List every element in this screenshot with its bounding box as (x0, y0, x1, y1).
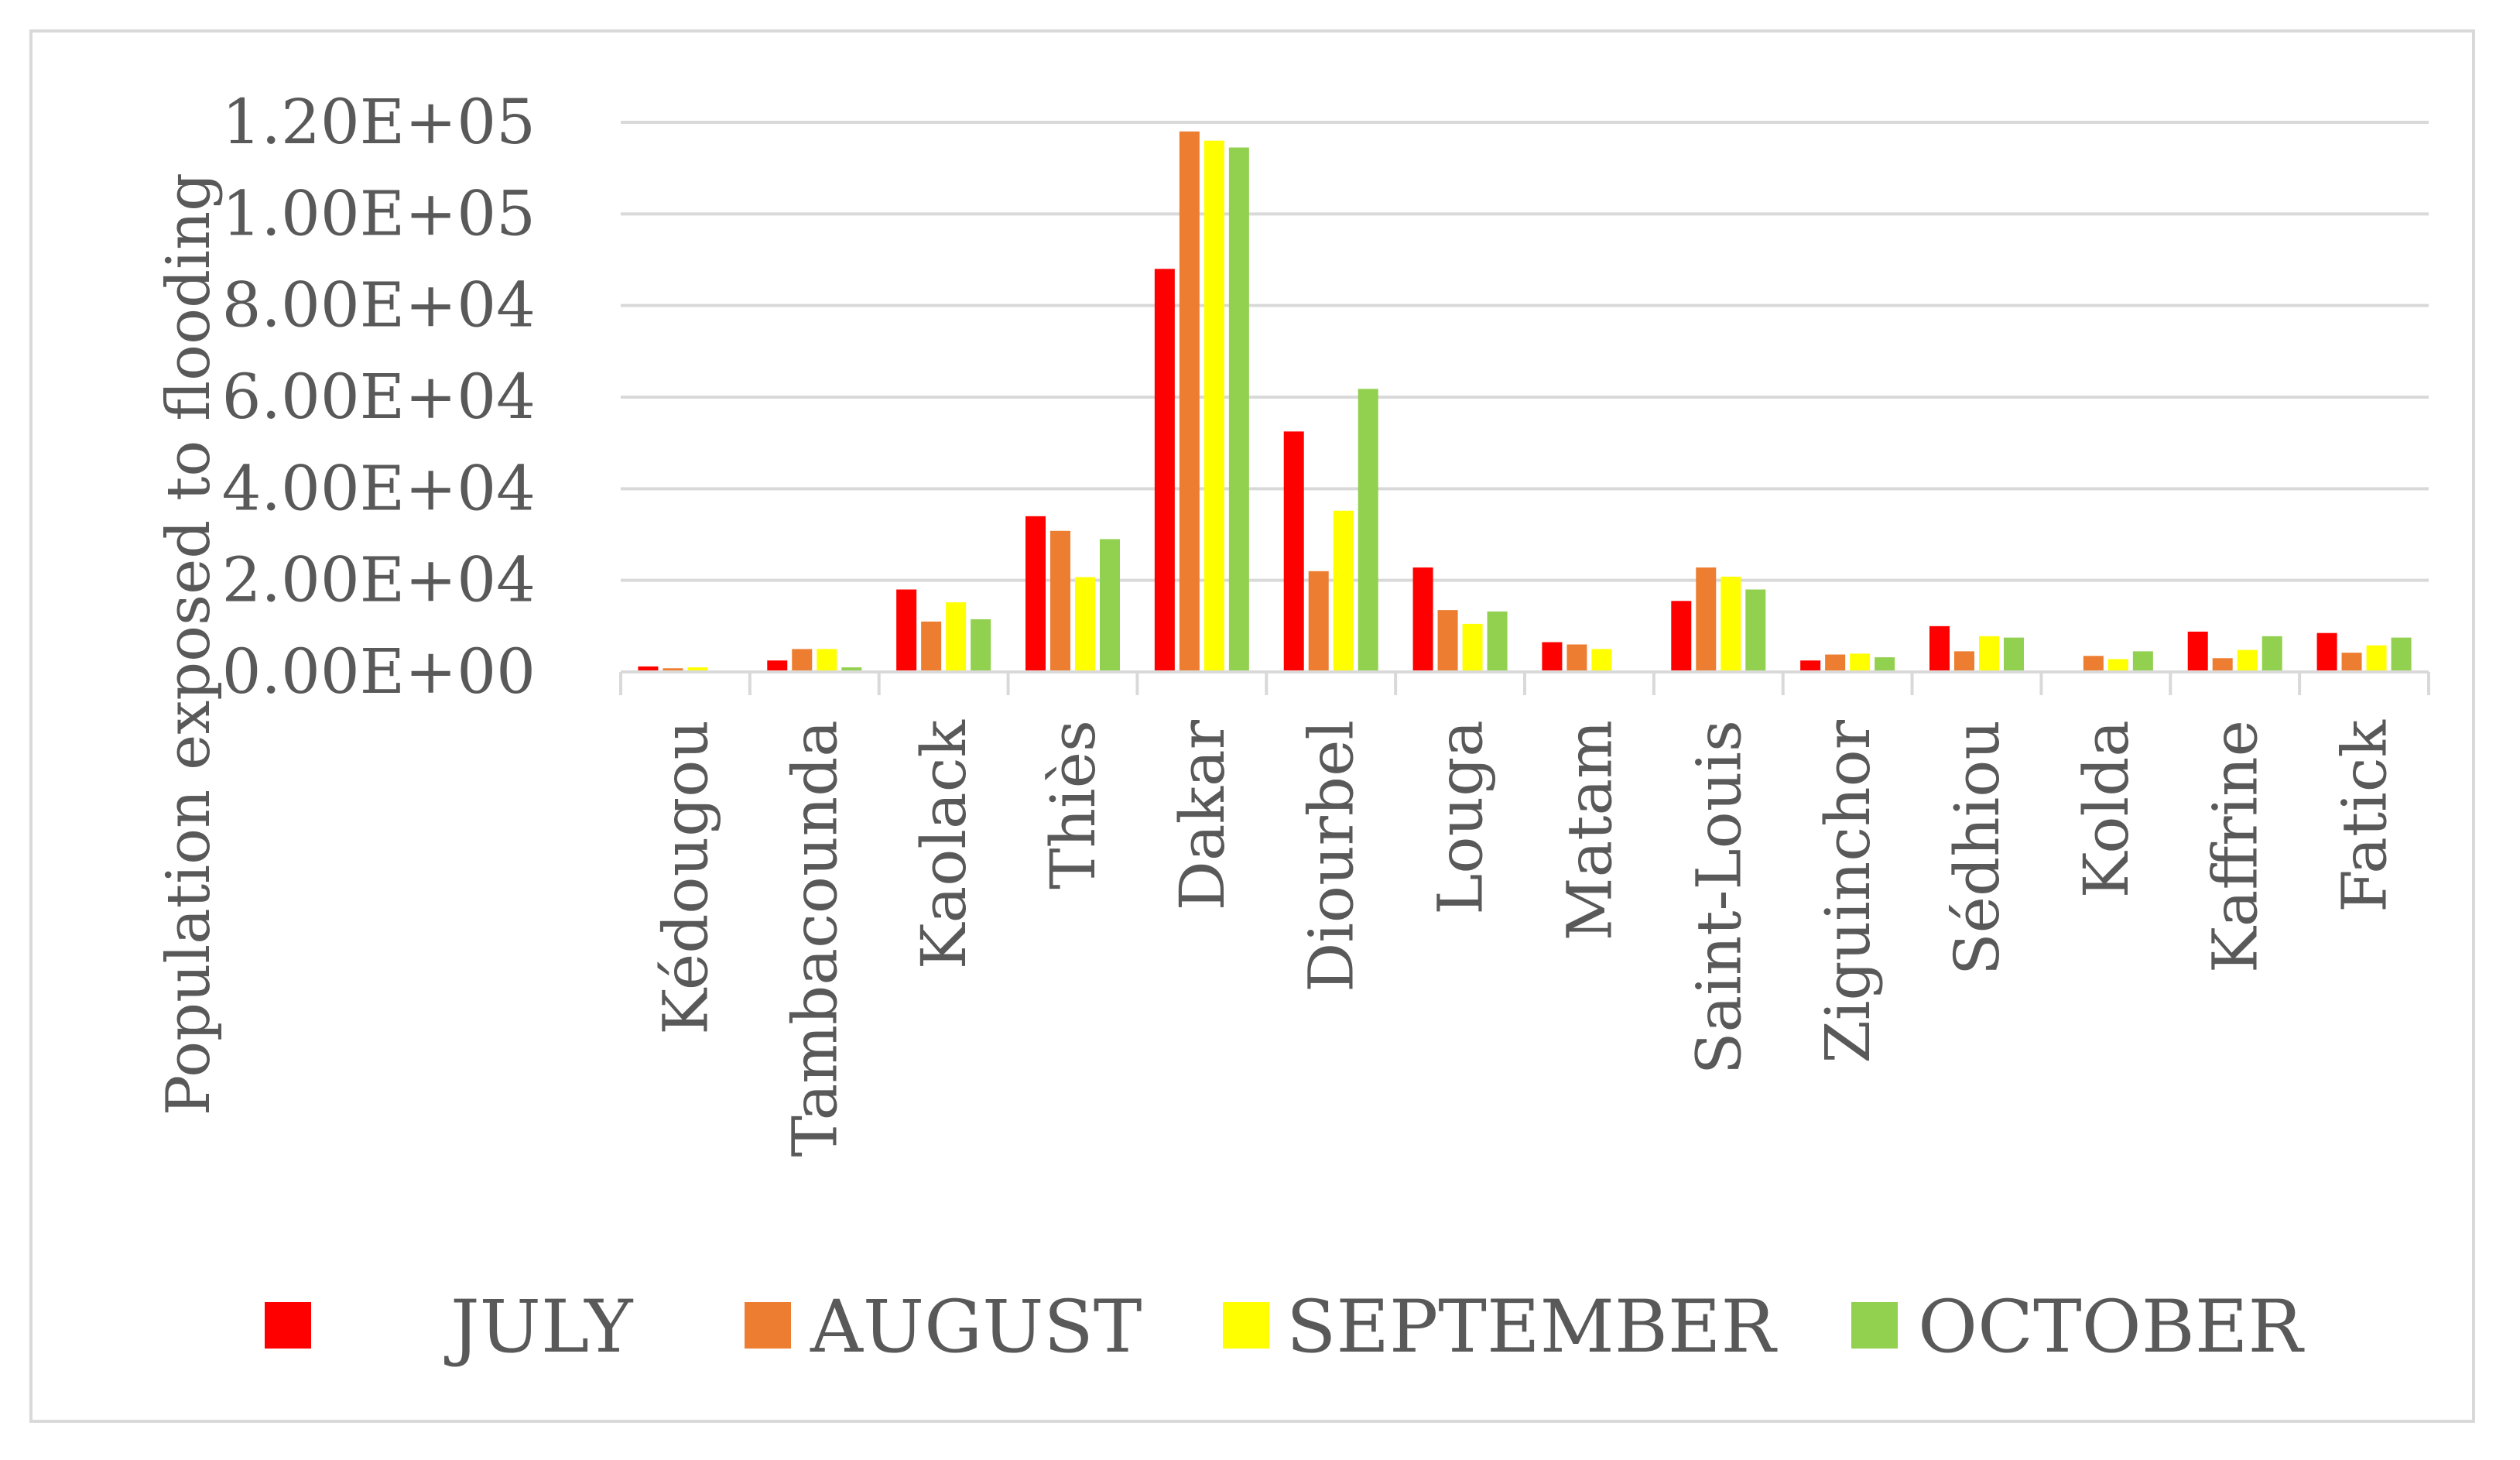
x-category-label: Diourbel (1296, 720, 1368, 992)
bar-july-13 (2316, 632, 2337, 672)
bar-august-13 (2341, 653, 2362, 672)
x-category-label: Ziguinchor (1812, 719, 1884, 1064)
bar-october-8 (1745, 589, 1766, 672)
bar-july-1 (767, 660, 788, 672)
bar-july-4 (1154, 269, 1175, 672)
bar-july-8 (1671, 601, 1692, 672)
bar-august-5 (1308, 571, 1329, 672)
x-category-label: Sédhiou (1941, 720, 2013, 975)
bar-july-2 (896, 589, 917, 672)
bar-july-0 (638, 666, 659, 672)
bar-september-8 (1721, 576, 1741, 672)
y-tick-label: 4.00E+04 (222, 452, 536, 524)
bar-august-7 (1566, 644, 1587, 672)
bar-august-12 (2212, 658, 2233, 672)
bar-september-3 (1075, 577, 1095, 672)
bar-august-6 (1437, 610, 1458, 672)
bar-july-6 (1412, 567, 1433, 672)
legend-swatch-july (265, 1302, 311, 1349)
bar-september-2 (946, 602, 967, 672)
legend-swatch-october (1851, 1302, 1898, 1349)
bar-september-1 (817, 649, 837, 672)
legend-swatch-september (1223, 1302, 1269, 1349)
y-tick-label: 8.00E+04 (222, 269, 536, 341)
legend-label-october: OCTOBER (1918, 1285, 2305, 1369)
x-category-label: Fatick (2329, 718, 2401, 912)
bar-july-9 (1800, 660, 1821, 672)
y-axis-title: Population exposed to flooding (154, 173, 224, 1116)
gridlines (621, 121, 2429, 582)
y-tick-label: 1.20E+05 (222, 86, 536, 158)
legend-label-august: AUGUST (810, 1285, 1142, 1369)
x-category-label: Matam (1553, 720, 1625, 941)
bar-october-10 (2004, 637, 2024, 672)
bar-august-0 (663, 668, 683, 672)
bar-september-4 (1204, 140, 1224, 672)
bar-august-10 (1954, 651, 1974, 672)
bar-september-5 (1333, 510, 1354, 672)
bar-october-5 (1358, 389, 1378, 672)
bar-october-3 (1100, 539, 1120, 672)
bar-october-9 (1875, 657, 1895, 672)
x-category-label: Thiès (1037, 720, 1109, 889)
x-category-label: Dakar (1166, 719, 1238, 910)
bar-october-4 (1228, 147, 1249, 672)
bar-august-2 (921, 621, 942, 672)
bars (638, 131, 2412, 672)
x-category-label: Kaolack (908, 718, 980, 969)
x-category-label: Kaffrine (2200, 720, 2272, 973)
bar-chart: 0.00E+00 2.00E+04 4.00E+04 6.00E+04 8.00E+04… (154, 86, 2430, 1369)
bar-august-9 (1825, 654, 1846, 672)
bar-october-6 (1487, 611, 1508, 672)
bar-august-4 (1179, 131, 1200, 672)
y-tick-label: 0.00E+00 (222, 636, 536, 708)
x-category-label: Louga (1425, 720, 1497, 915)
bar-september-10 (1979, 636, 1999, 672)
bar-july-3 (1025, 516, 1046, 672)
legend-label-september: SEPTEMBER (1286, 1285, 1779, 1369)
x-category-label: Kédougou (649, 720, 721, 1035)
y-tick-label: 1.00E+05 (222, 177, 536, 249)
legend-label-july: JULY (444, 1285, 633, 1369)
bar-july-10 (1929, 625, 1950, 672)
bar-september-11 (2107, 659, 2128, 672)
x-category-label: Kolda (2070, 720, 2142, 898)
bar-august-8 (1696, 567, 1717, 672)
bar-september-6 (1462, 623, 1483, 672)
bar-july-5 (1283, 431, 1304, 672)
bar-october-13 (2391, 637, 2412, 672)
bar-september-0 (687, 667, 708, 672)
y-tick-label: 6.00E+04 (222, 361, 536, 433)
x-category-label: Tambacounda (779, 720, 851, 1157)
bar-october-1 (841, 667, 862, 672)
x-axis (619, 670, 2430, 695)
bar-august-11 (2083, 656, 2104, 672)
bar-july-7 (1542, 642, 1563, 672)
bar-october-2 (971, 619, 991, 672)
bar-september-12 (2237, 649, 2258, 672)
bar-july-12 (2187, 631, 2208, 672)
legend-swatch-august (745, 1302, 791, 1349)
bar-september-13 (2366, 645, 2387, 672)
bar-august-3 (1050, 530, 1070, 672)
legend: JULY AUGUST SEPTEMBER OCTOBER (265, 1285, 2305, 1369)
chart-frame: 0.00E+00 2.00E+04 4.00E+04 6.00E+04 8.00E+04… (29, 29, 2475, 1423)
bar-september-9 (1850, 653, 1871, 672)
x-category-label: Saint-Louis (1683, 720, 1755, 1074)
bar-august-1 (792, 649, 813, 672)
bar-october-11 (2132, 651, 2153, 672)
bar-september-7 (1591, 649, 1612, 672)
y-axis-ticks: 0.00E+00 2.00E+04 4.00E+04 6.00E+04 8.00E+04… (222, 86, 536, 708)
x-axis-categories: Kédougou Tambacounda Kaolack Thiès Dakar Diou… (649, 718, 2400, 1157)
bar-october-12 (2261, 636, 2282, 672)
y-tick-label: 2.00E+04 (222, 544, 536, 616)
